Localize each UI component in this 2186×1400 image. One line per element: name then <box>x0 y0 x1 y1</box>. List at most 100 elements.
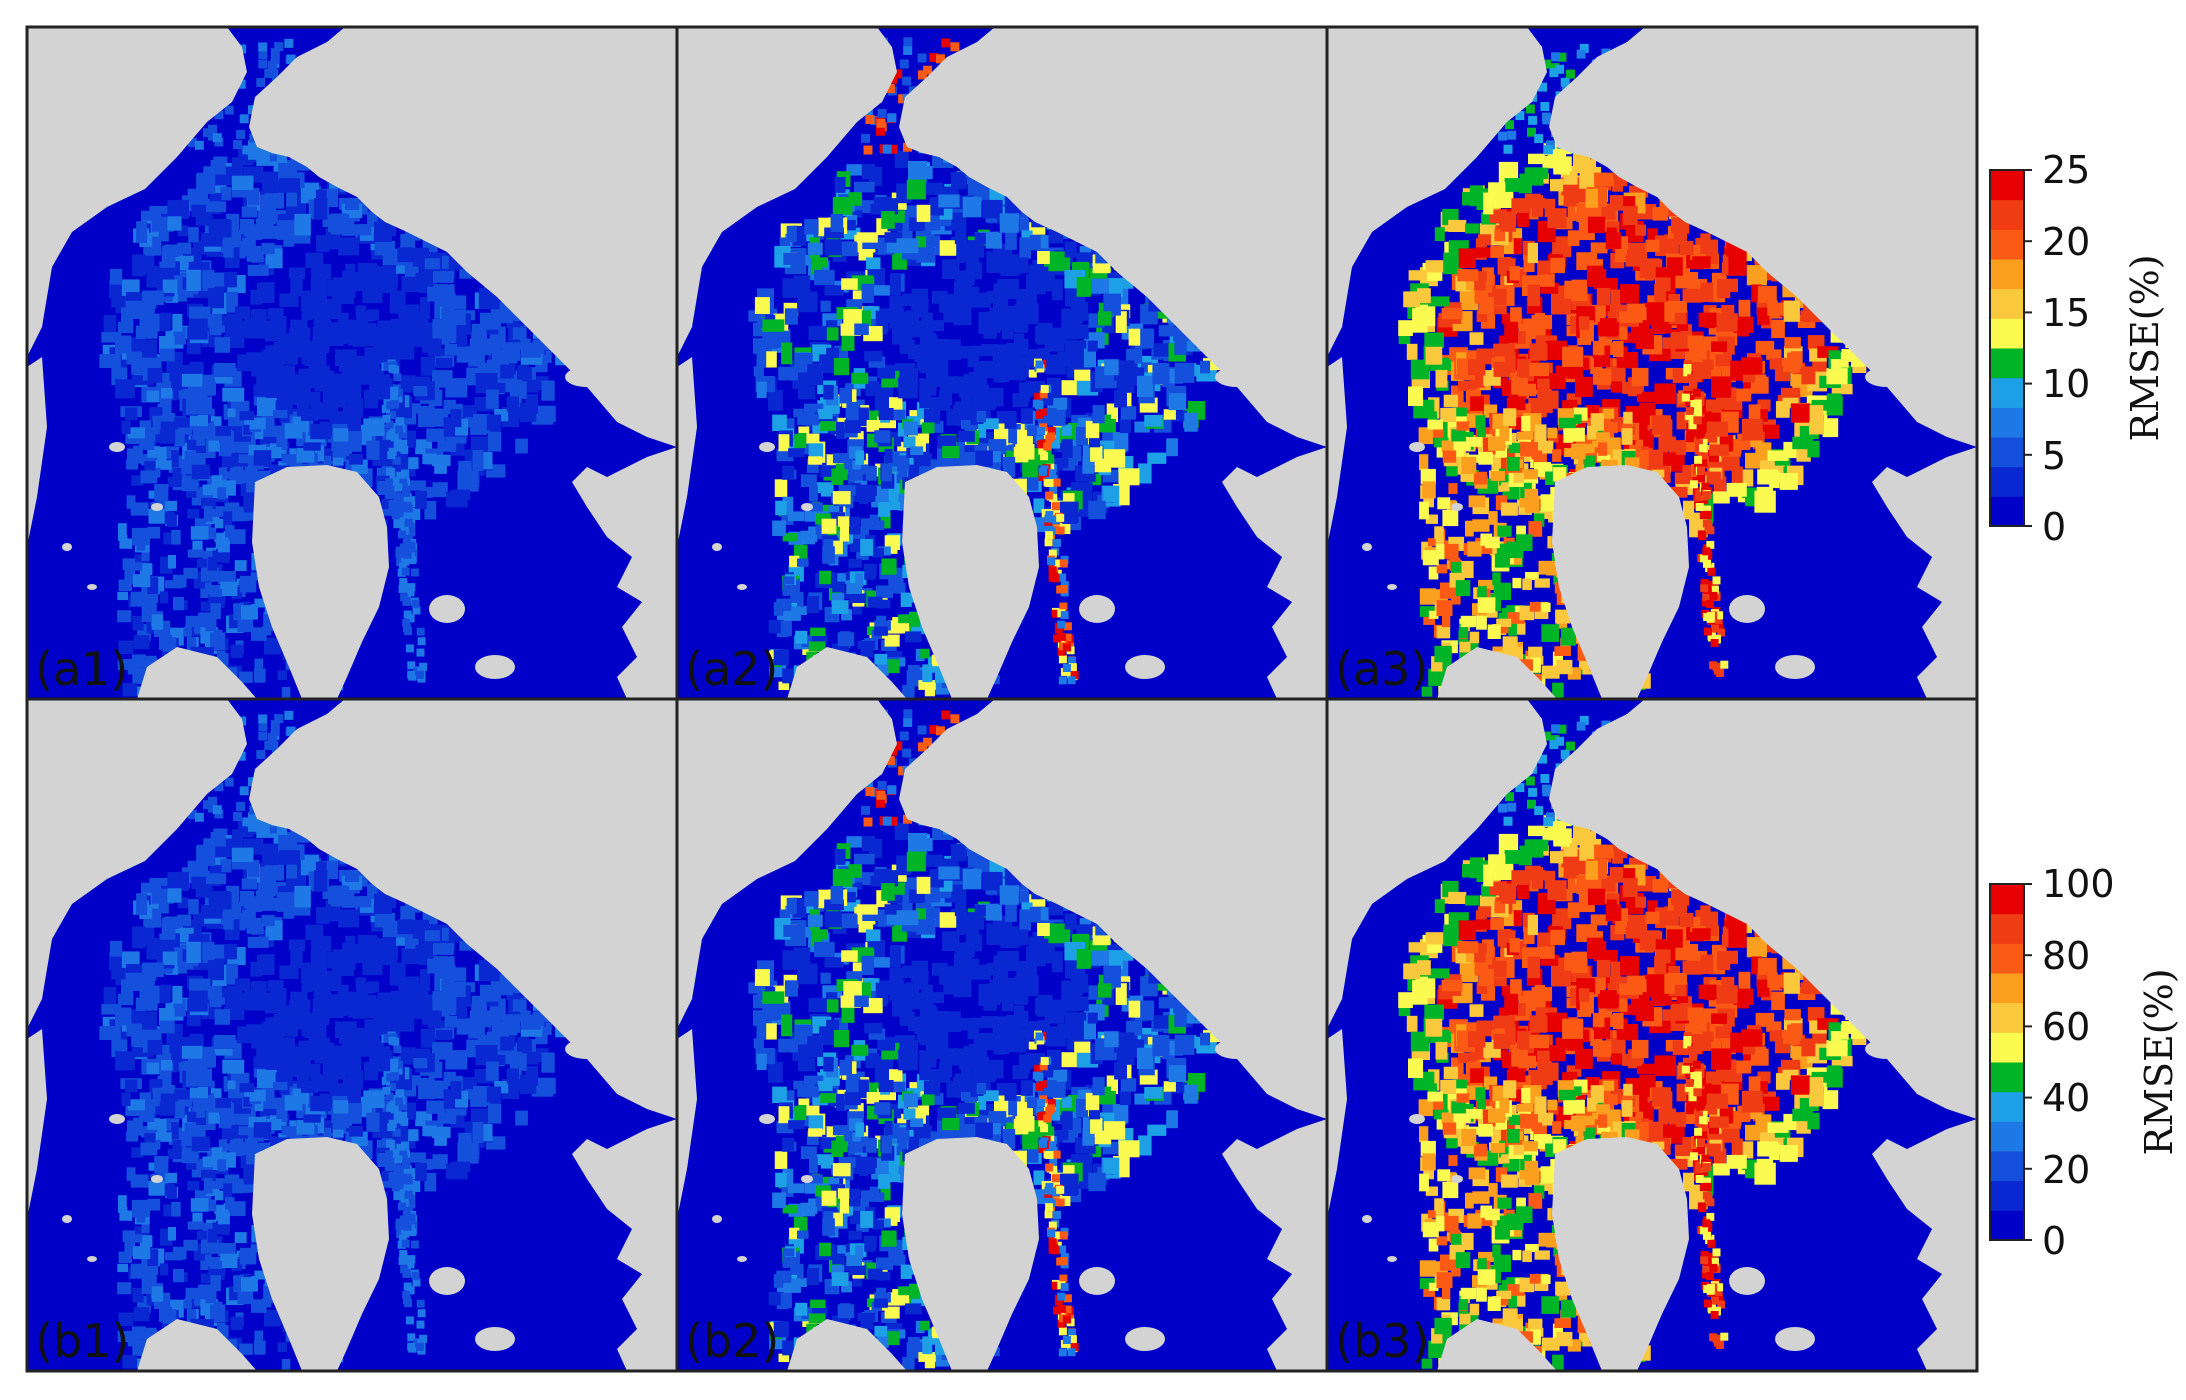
ice-cell <box>237 618 254 633</box>
ice-cell <box>1695 503 1704 511</box>
ice-cell <box>1458 248 1476 269</box>
ice-cell <box>1002 322 1014 340</box>
ice-cell <box>415 490 427 509</box>
ice-cell <box>1037 251 1050 264</box>
ice-cell <box>1782 397 1799 409</box>
ice-cell <box>819 570 831 585</box>
ice-cell <box>1686 395 1695 404</box>
ice-cell <box>445 378 468 398</box>
ice-cell <box>1095 252 1109 264</box>
ice-cell <box>129 686 145 697</box>
ice-cell <box>210 603 221 620</box>
ice-cell <box>236 129 246 139</box>
ice-cell <box>881 211 895 229</box>
ice-cell <box>1472 519 1490 532</box>
ice-cell <box>1036 435 1044 444</box>
ice-cell <box>390 386 399 395</box>
ice-cell <box>1507 130 1517 140</box>
ice-cell <box>961 420 971 430</box>
ice-cell <box>407 670 416 679</box>
ice-cell <box>906 179 926 200</box>
ice-cell <box>1174 362 1195 383</box>
ice-cell <box>233 140 243 149</box>
ice-cell <box>1435 369 1448 388</box>
ice-cell <box>1600 414 1611 428</box>
ice-cell <box>407 661 416 670</box>
ice-cell <box>888 409 906 421</box>
ice-cell <box>1556 659 1573 675</box>
ice-cell <box>1687 374 1696 383</box>
ice-cell <box>1682 288 1703 303</box>
ice-cell <box>1508 617 1518 636</box>
ice-cell <box>1513 472 1524 483</box>
ice-cell <box>387 411 396 420</box>
ice-cell <box>1495 447 1507 458</box>
ice-cell <box>406 522 415 531</box>
ice-cell <box>1422 550 1439 566</box>
ice-cell <box>797 558 809 567</box>
ice-cell <box>464 417 478 428</box>
landmass <box>902 465 1039 699</box>
ice-cell <box>315 320 332 340</box>
ice-cell <box>1547 427 1557 439</box>
ice-cell <box>1034 392 1043 401</box>
ice-cell <box>1106 278 1123 297</box>
ice-cell <box>1104 359 1119 376</box>
ice-cell <box>1516 525 1526 536</box>
island <box>475 655 515 679</box>
ice-cell <box>855 573 864 587</box>
ice-cell <box>103 986 117 1006</box>
ice-cell <box>962 196 982 218</box>
ice-cell <box>183 627 192 637</box>
ice-cell <box>377 320 399 333</box>
ice-cell <box>171 529 181 545</box>
ice-cell <box>1501 502 1518 516</box>
ice-cell <box>399 375 416 393</box>
ice-cell <box>341 371 362 389</box>
ice-cell <box>381 405 390 413</box>
ice-cell <box>832 491 851 505</box>
ice-cell <box>277 670 288 680</box>
ice-cell <box>218 571 236 585</box>
ice-cell <box>394 388 403 397</box>
ice-cell <box>1715 621 1724 630</box>
ice-cell <box>850 205 863 218</box>
ice-cell <box>162 412 176 423</box>
ice-cell <box>1082 456 1094 474</box>
ice-cell <box>126 351 142 365</box>
ice-cell <box>1528 521 1543 537</box>
ice-cell <box>188 227 199 243</box>
island <box>1215 367 1259 387</box>
ice-cell <box>1646 449 1669 470</box>
map-content <box>1327 27 1977 699</box>
ice-cell <box>1715 354 1732 367</box>
ice-cell <box>1469 631 1480 644</box>
ice-cell <box>1038 408 1047 416</box>
ice-cell <box>471 331 488 343</box>
ice-cell <box>1726 482 1747 497</box>
ice-cell <box>889 397 903 410</box>
ice-cell <box>1540 282 1559 294</box>
ice-cell <box>875 599 891 609</box>
ice-cell <box>1419 501 1429 520</box>
ice-cell <box>1523 255 1535 272</box>
ice-cell <box>488 431 502 452</box>
ice-cell <box>774 479 788 497</box>
ice-cell <box>1448 219 1467 232</box>
ice-cell <box>1654 284 1667 303</box>
ice-cell <box>1476 310 1488 322</box>
ice-cell <box>388 364 397 373</box>
ice-cell <box>1459 623 1469 639</box>
ice-cell <box>1419 606 1435 617</box>
ice-cell <box>181 373 203 387</box>
ice-cell <box>1592 368 1612 385</box>
ice-cell <box>1119 418 1131 434</box>
ice-cell <box>1039 390 1048 399</box>
ice-cell <box>808 443 824 458</box>
ice-cell <box>196 174 214 190</box>
ice-cell <box>1499 426 1510 442</box>
ice-cell <box>435 370 447 388</box>
ice-cell <box>1560 77 1570 87</box>
ice-cell <box>247 105 257 115</box>
ice-cell <box>167 200 190 219</box>
